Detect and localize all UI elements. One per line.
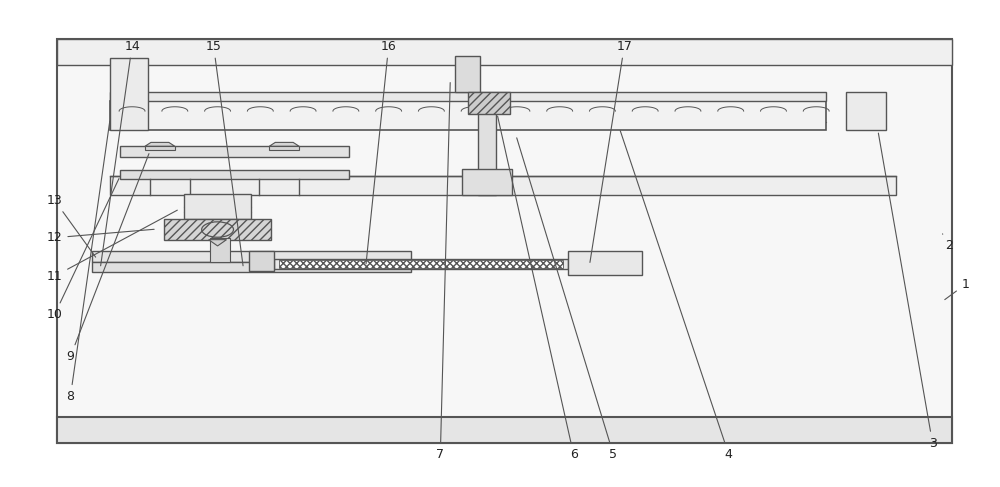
Bar	[184, 194, 251, 220]
Bar	[57, 39, 952, 443]
Text: 14: 14	[101, 39, 140, 266]
Text: 16: 16	[366, 39, 396, 264]
Polygon shape	[209, 240, 227, 246]
Text: 1: 1	[945, 278, 969, 300]
Text: 7: 7	[436, 83, 450, 461]
Bar	[120, 146, 349, 157]
Bar	[110, 92, 826, 101]
Bar	[274, 259, 568, 268]
Text: 5: 5	[517, 138, 617, 461]
Bar	[110, 58, 148, 131]
Text: 17: 17	[590, 39, 632, 262]
Bar	[249, 251, 274, 271]
Text: 2: 2	[943, 234, 953, 252]
Bar	[455, 56, 480, 92]
Bar	[110, 176, 896, 195]
Bar	[110, 101, 826, 131]
Bar	[92, 262, 411, 272]
Bar	[478, 111, 496, 195]
Bar	[164, 220, 271, 240]
Text: 4: 4	[620, 131, 733, 461]
Text: 12: 12	[47, 229, 154, 244]
Text: 11: 11	[47, 210, 177, 283]
Text: 10: 10	[47, 179, 119, 321]
Bar	[57, 39, 952, 65]
Bar	[468, 92, 510, 113]
Text: 15: 15	[206, 39, 243, 266]
Text: 13: 13	[47, 194, 96, 257]
Bar	[269, 146, 299, 150]
Polygon shape	[145, 142, 175, 146]
Polygon shape	[269, 142, 299, 146]
Bar	[210, 238, 230, 262]
Bar	[145, 146, 175, 150]
Text: 8: 8	[66, 121, 110, 403]
Bar	[846, 92, 886, 131]
Bar	[568, 251, 642, 275]
Text: 9: 9	[66, 154, 149, 363]
Bar	[57, 417, 952, 443]
Bar	[462, 169, 512, 195]
Text: 3: 3	[878, 133, 937, 450]
Bar	[120, 170, 349, 179]
Bar	[92, 251, 411, 262]
Bar	[279, 260, 563, 267]
Text: 6: 6	[498, 116, 578, 461]
